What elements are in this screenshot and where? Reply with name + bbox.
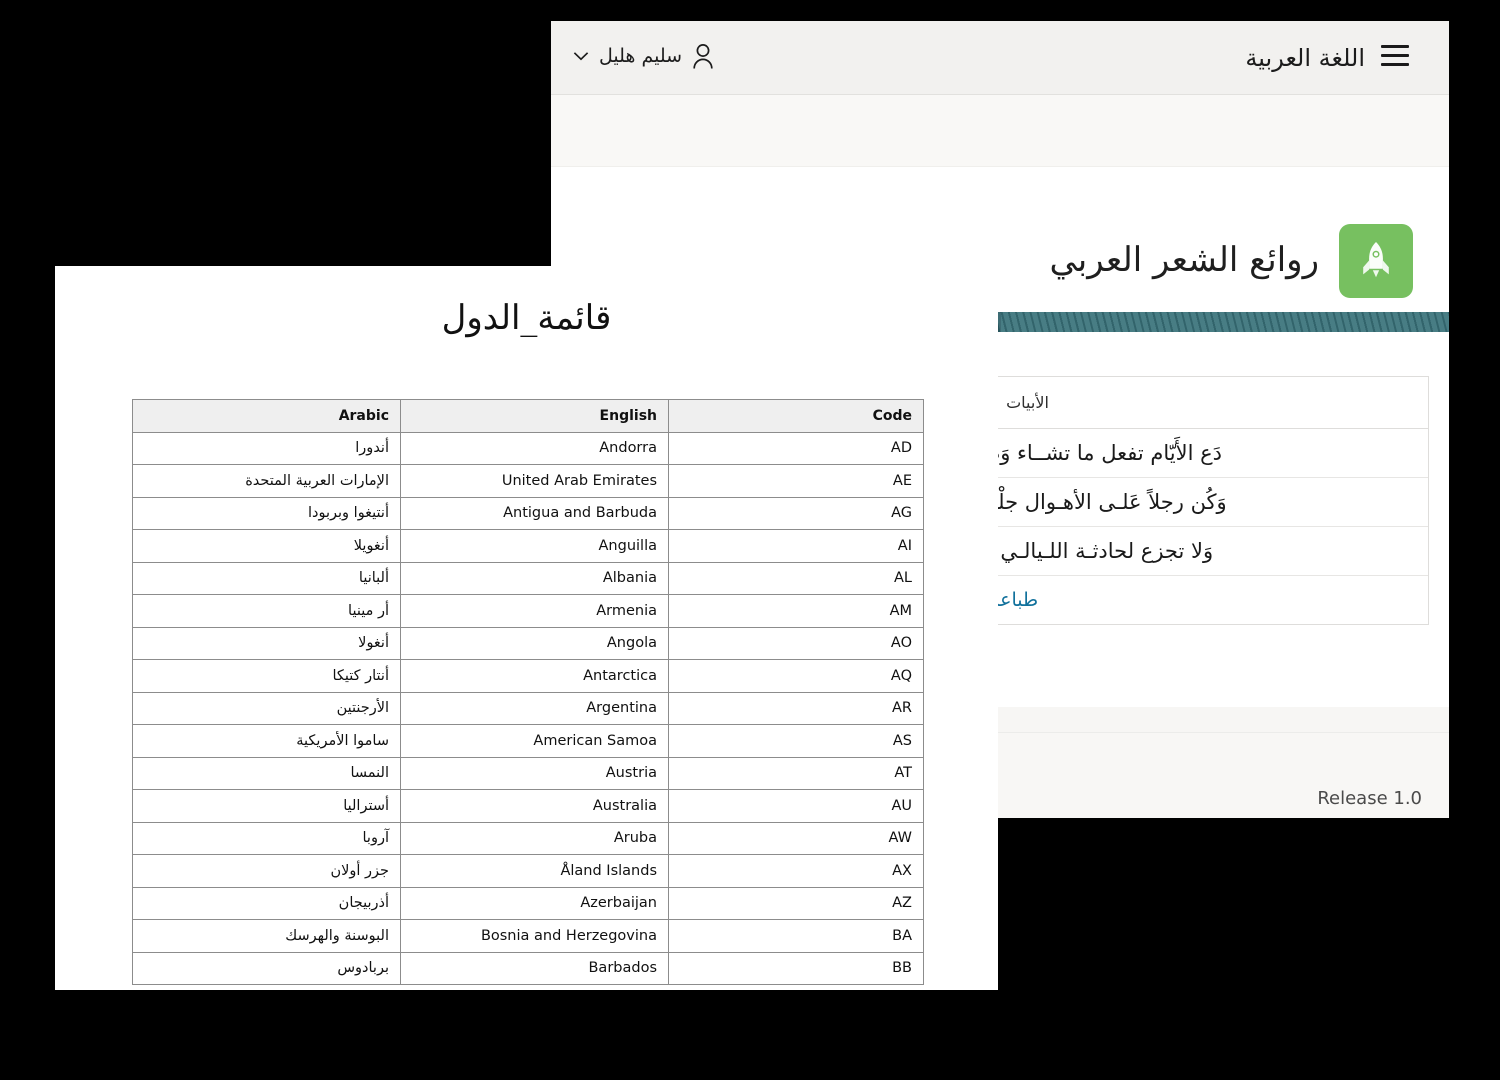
cell-arabic: جزر أولان [132, 854, 401, 888]
table-row: أنغولا Angola AO [132, 626, 924, 660]
language-label[interactable]: اللغة العربية [1245, 44, 1365, 72]
cell-english: Åland Islands [400, 854, 669, 888]
column-header-english[interactable]: English [400, 399, 669, 433]
print-preview-overlay: قائمة_الدول Arabic English Code أندورا An… [55, 266, 998, 990]
cell-english: Antarctica [400, 659, 669, 693]
countries-table-body: أندورا Andorra AD الإمارات العربية المتحدة U… [132, 431, 924, 985]
cell-arabic: الأرجنتين [132, 691, 401, 725]
overlay-title: قائمة_الدول [441, 298, 612, 338]
cell-english: Albania [400, 561, 669, 595]
cell-arabic: أنغويلا [132, 529, 401, 563]
cell-arabic: ألبانيا [132, 561, 401, 595]
cell-code: AT [668, 756, 924, 790]
cell-english: United Arab Emirates [400, 464, 669, 498]
chevron-down-icon [573, 52, 589, 61]
cell-english: Aruba [400, 821, 669, 855]
cell-code: BB [668, 951, 924, 985]
cell-english: Barbados [400, 951, 669, 985]
cell-code: AO [668, 626, 924, 660]
cell-code: AQ [668, 659, 924, 693]
cell-code: AX [668, 854, 924, 888]
cell-arabic: أر مينيا [132, 594, 401, 628]
cell-arabic: النمسا [132, 756, 401, 790]
table-row: الأرجنتين Argentina AR [132, 691, 924, 725]
cell-code: AZ [668, 886, 924, 920]
cell-arabic: آروبا [132, 821, 401, 855]
page-title: روائع الشعر العربي [1049, 240, 1319, 280]
cell-code: AU [668, 789, 924, 823]
cell-code: AW [668, 821, 924, 855]
table-row: أنتار كتيكا Antarctica AQ [132, 659, 924, 693]
cell-arabic: ساموا الأمريكية [132, 724, 401, 758]
cell-arabic: أنغولا [132, 626, 401, 660]
cell-arabic: الإمارات العربية المتحدة [132, 464, 401, 498]
table-row: النمسا Austria AT [132, 756, 924, 790]
verses-footer: طباعة [600, 576, 1428, 624]
table-row: البوسنة والهرسك Bosnia and Herzegovina BA [132, 919, 924, 953]
table-row: الإمارات العربية المتحدة United Arab Emir… [132, 464, 924, 498]
table-header-row: Arabic English Code [132, 399, 924, 433]
cell-arabic: أنتيغوا وبربودا [132, 496, 401, 530]
cell-code: AE [668, 464, 924, 498]
app-header: اللغة العربية سليم هليل [551, 21, 1449, 95]
hamburger-menu-icon[interactable] [1381, 45, 1409, 69]
cell-english: Austria [400, 756, 669, 790]
user-menu[interactable]: سليم هليل [573, 43, 714, 69]
cell-arabic: أنتار كتيكا [132, 659, 401, 693]
table-row: أندورا Andorra AD [132, 431, 924, 465]
cell-arabic: أستراليا [132, 789, 401, 823]
cell-english: Armenia [400, 594, 669, 628]
rocket-icon [1363, 242, 1389, 278]
person-icon [693, 44, 713, 69]
cell-english: Anguilla [400, 529, 669, 563]
print-link[interactable]: طباعة [989, 589, 1039, 611]
cell-code: AS [668, 724, 924, 758]
cell-code: AM [668, 594, 924, 628]
cell-code: AR [668, 691, 924, 725]
table-row: أذربيجان Azerbaijan AZ [132, 886, 924, 920]
cell-english: Argentina [400, 691, 669, 725]
user-name: سليم هليل [599, 45, 683, 67]
verses-header-label: الأبيات [1006, 393, 1049, 412]
cell-code: AD [668, 431, 924, 465]
cell-english: Australia [400, 789, 669, 823]
table-row: آروبا Aruba AW [132, 821, 924, 855]
table-row: بربادوس Barbados BB [132, 951, 924, 985]
cell-code: AI [668, 529, 924, 563]
table-row: جزر أولان Åland Islands AX [132, 854, 924, 888]
cell-arabic: أذربيجان [132, 886, 401, 920]
cell-arabic: البوسنة والهرسك [132, 919, 401, 953]
app-subbar [551, 95, 1449, 167]
cell-english: Angola [400, 626, 669, 660]
countries-table: Arabic English Code أندورا Andorra AD الإما… [132, 399, 924, 985]
cell-english: Antigua and Barbuda [400, 496, 669, 530]
cell-english: Andorra [400, 431, 669, 465]
cell-english: American Samoa [400, 724, 669, 758]
table-row: أنغويلا Anguilla AI [132, 529, 924, 563]
column-header-code[interactable]: Code [668, 399, 924, 433]
column-header-arabic[interactable]: Arabic [132, 399, 401, 433]
table-row: ألبانيا Albania AL [132, 561, 924, 595]
cell-english: Bosnia and Herzegovina [400, 919, 669, 953]
release-version: Release 1.0 [1317, 788, 1422, 809]
table-row: أستراليا Australia AU [132, 789, 924, 823]
app-icon-tile[interactable] [1339, 224, 1413, 298]
cell-arabic: أندورا [132, 431, 401, 465]
table-row: ساموا الأمريكية American Samoa AS [132, 724, 924, 758]
table-row: أنتيغوا وبربودا Antigua and Barbuda AG [132, 496, 924, 530]
cell-code: BA [668, 919, 924, 953]
table-row: أر مينيا Armenia AM [132, 594, 924, 628]
cell-code: AG [668, 496, 924, 530]
cell-arabic: بربادوس [132, 951, 401, 985]
cell-english: Azerbaijan [400, 886, 669, 920]
cell-code: AL [668, 561, 924, 595]
